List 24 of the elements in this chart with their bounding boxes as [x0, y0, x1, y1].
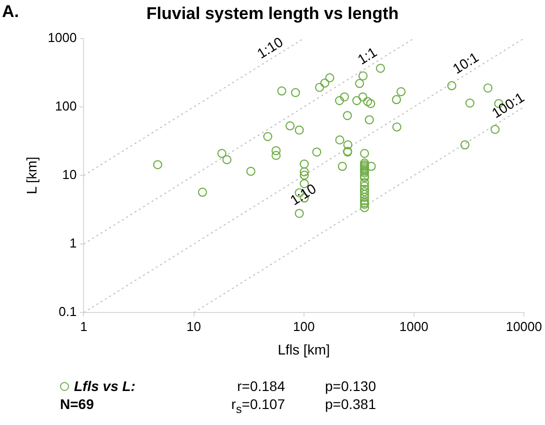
text: r$_{s}$=0.107 [230, 396, 286, 416]
text: r=0.184 [236, 378, 286, 394]
annotation: 1:1 [354, 44, 380, 68]
annotation: 1:10 [254, 33, 286, 62]
annotation: 10:1 [450, 48, 482, 77]
y-tick-label: 10 [62, 167, 77, 182]
annotation: 1:10 [287, 180, 319, 208]
y-axis-title: L [km] [23, 156, 40, 194]
x-tick-label: 10000 [506, 318, 542, 334]
y-tick-label: 1 [69, 236, 77, 251]
x-axis-title: Lfls [km] [278, 341, 330, 358]
y-tick-label: 0.1 [58, 304, 77, 320]
y-tick-label: 1000 [48, 30, 77, 45]
x-tick-label: 100 [292, 318, 315, 334]
text: N=69 [60, 396, 95, 414]
text: p=0.381 [325, 396, 377, 414]
x-tick-label: 10 [186, 318, 202, 334]
chart-title: Fluvial system length vs length [146, 4, 399, 23]
text: p=0.130 [325, 378, 377, 394]
x-tick-label: 1 [80, 318, 88, 334]
text: A. [2, 2, 19, 22]
y-tick-label: 100 [55, 98, 77, 114]
x-tick-label: 1000 [399, 318, 428, 334]
legend-label: Lfls vs L: [73, 378, 136, 394]
